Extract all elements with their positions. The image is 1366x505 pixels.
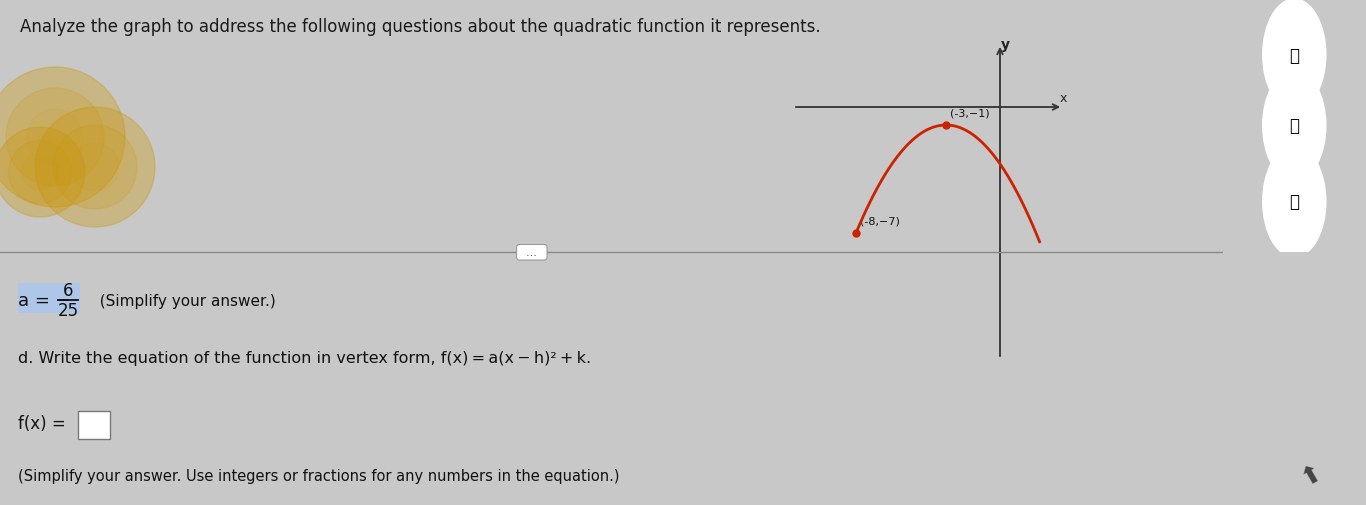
Circle shape <box>0 68 126 208</box>
Circle shape <box>0 128 85 218</box>
Text: 🔍: 🔍 <box>1290 46 1299 65</box>
Text: a = −: a = − <box>18 291 71 310</box>
FancyBboxPatch shape <box>18 283 81 314</box>
Text: 25: 25 <box>57 301 79 319</box>
Text: d. Write the equation of the function in vertex form, f(x) = a(x − h)² + k.: d. Write the equation of the function in… <box>18 350 591 365</box>
Circle shape <box>8 141 71 204</box>
Circle shape <box>71 144 119 191</box>
Circle shape <box>1262 146 1326 258</box>
Circle shape <box>5 89 104 187</box>
Text: ...: ... <box>519 248 544 258</box>
Text: (Simplify your answer.): (Simplify your answer.) <box>90 293 276 308</box>
Text: ⧉: ⧉ <box>1290 193 1299 211</box>
Text: f(x) =: f(x) = <box>18 414 71 432</box>
Circle shape <box>22 155 57 190</box>
Text: y: y <box>1001 37 1009 52</box>
Text: x: x <box>1060 92 1067 105</box>
Text: (-8,−7): (-8,−7) <box>861 216 900 226</box>
Circle shape <box>36 108 154 228</box>
Text: 6: 6 <box>63 281 74 299</box>
Text: (-3,−1): (-3,−1) <box>949 108 989 118</box>
Text: Analyze the graph to address the following questions about the quadratic functio: Analyze the graph to address the followi… <box>20 18 821 36</box>
Circle shape <box>53 126 137 210</box>
Text: 🔍: 🔍 <box>1290 117 1299 135</box>
FancyBboxPatch shape <box>78 411 111 439</box>
Circle shape <box>1262 71 1326 182</box>
Circle shape <box>1262 0 1326 111</box>
Text: ⬉: ⬉ <box>1296 461 1324 489</box>
Circle shape <box>27 110 83 166</box>
Text: (Simplify your answer. Use integers or fractions for any numbers in the equation: (Simplify your answer. Use integers or f… <box>18 468 620 483</box>
